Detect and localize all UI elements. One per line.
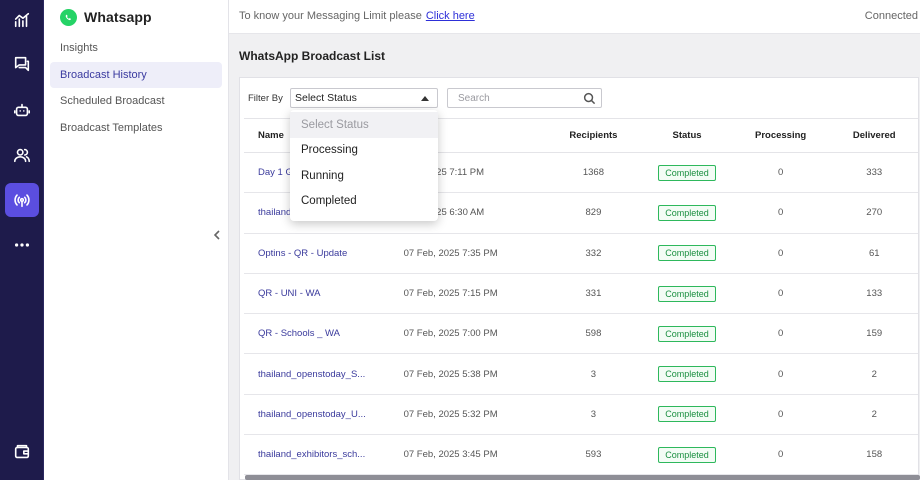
table-row[interactable]: QR - UNI - WA 07 Feb, 2025 7:15 PM 331 C… <box>244 273 918 315</box>
row-delivered: 133 <box>828 273 918 315</box>
top-notice-bar: To know your Messaging Limit please Click… <box>229 0 920 34</box>
row-processing: 0 <box>732 353 829 395</box>
connection-status: Connected <box>864 10 918 22</box>
table-row[interactable]: thailand_openstoday_U... 07 Feb, 2025 5:… <box>244 394 918 436</box>
row-date: 07 Feb, 2025 5:38 PM <box>389 353 546 395</box>
bot-icon[interactable] <box>5 93 39 127</box>
chat-icon[interactable] <box>5 47 39 81</box>
status-dropdown-menu: Select Status Processing Running Complet… <box>290 110 438 221</box>
whatsapp-logo-icon <box>60 8 77 26</box>
row-date: 07 Feb, 2025 7:35 PM <box>389 233 546 274</box>
row-date: 07 Feb, 2025 3:45 PM <box>389 434 546 476</box>
row-processing: 0 <box>732 192 829 234</box>
broadcast-list-card: Filter By Select Status Name Recipients <box>239 77 919 480</box>
status-badge: Completed <box>658 285 716 302</box>
row-name[interactable]: thailand_openstoday_U... <box>244 394 390 436</box>
wallet-icon[interactable] <box>5 435 39 469</box>
collapse-sidebar-button[interactable] <box>210 226 224 244</box>
table-row[interactable]: QR - Schools _ WA 07 Feb, 2025 7:00 PM 5… <box>244 313 918 355</box>
broadcast-table: Name Recipients Status Processing Delive… <box>244 118 918 476</box>
sidebar-item-insights[interactable]: Insights <box>60 42 98 54</box>
status-badge: Completed <box>658 204 716 221</box>
row-recipients: 3 <box>545 394 642 436</box>
row-recipients: 598 <box>545 313 642 355</box>
row-delivered: 2 <box>828 353 918 395</box>
main-content: WhatsApp Broadcast List Filter By Select… <box>229 34 920 480</box>
row-processing: 0 <box>732 152 829 194</box>
col-header-status[interactable]: Status <box>641 118 733 153</box>
search-input[interactable] <box>458 92 578 104</box>
row-recipients: 593 <box>545 434 642 476</box>
dropdown-option-processing[interactable]: Processing <box>301 144 358 157</box>
caret-up-icon <box>421 96 429 101</box>
row-name[interactable]: QR - Schools _ WA <box>244 313 390 355</box>
dropdown-option-completed[interactable]: Completed <box>301 195 357 208</box>
row-date: 07 Feb, 2025 5:32 PM <box>389 394 546 436</box>
row-name[interactable]: thailand_openstoday_S... <box>244 353 390 395</box>
notice-text: To know your Messaging Limit please <box>239 10 422 22</box>
row-delivered: 270 <box>828 192 918 234</box>
dropdown-option-select-status: Select Status <box>290 112 438 138</box>
row-delivered: 2 <box>828 394 918 436</box>
click-here-link[interactable]: Click here <box>425 10 475 22</box>
status-badge: Completed <box>658 325 716 342</box>
row-processing: 0 <box>732 313 829 355</box>
row-name[interactable]: Optins - QR - Update <box>244 233 390 274</box>
table-row[interactable]: thailand_exhibitors_sch... 07 Feb, 2025 … <box>244 434 918 476</box>
status-badge: Completed <box>658 245 716 262</box>
row-processing: 0 <box>732 434 829 476</box>
table-body: Day 1 G 2025 7:11 PM 1368 Completed 0 33… <box>244 152 918 476</box>
sidebar-item-broadcast-history[interactable]: Broadcast History <box>50 62 222 88</box>
sidebar: Whatsapp Insights Broadcast History Sche… <box>44 0 229 480</box>
row-recipients: 829 <box>545 192 642 234</box>
contacts-icon[interactable] <box>5 138 39 172</box>
icon-rail <box>0 0 44 480</box>
messaging-limit-notice: To know your Messaging Limit please Click… <box>239 10 475 22</box>
col-header-delivered[interactable]: Delivered <box>828 118 918 153</box>
analytics-icon[interactable] <box>5 3 39 37</box>
status-badge: Completed <box>658 366 716 383</box>
row-delivered: 158 <box>828 434 918 476</box>
sidebar-header: Whatsapp <box>60 8 152 26</box>
row-name[interactable]: QR - UNI - WA <box>244 273 390 315</box>
status-badge: Completed <box>658 446 716 463</box>
row-name[interactable]: thailand_exhibitors_sch... <box>244 434 390 476</box>
dropdown-option-running[interactable]: Running <box>301 169 344 182</box>
table-row[interactable]: Optins - QR - Update 07 Feb, 2025 7:35 P… <box>244 233 918 274</box>
sidebar-title: Whatsapp <box>84 9 152 25</box>
status-select-value: Select Status <box>295 92 357 104</box>
more-icon[interactable] <box>5 228 39 262</box>
filter-label: Filter By <box>248 93 283 104</box>
status-select[interactable]: Select Status <box>290 88 438 108</box>
row-date: 07 Feb, 2025 7:15 PM <box>389 273 546 315</box>
search-icon[interactable] <box>583 92 596 105</box>
row-date: 07 Feb, 2025 7:00 PM <box>389 313 546 355</box>
row-processing: 0 <box>732 394 829 436</box>
row-delivered: 333 <box>828 152 918 194</box>
row-delivered: 61 <box>828 233 918 274</box>
row-recipients: 332 <box>545 233 642 274</box>
page-title: WhatsApp Broadcast List <box>239 49 386 63</box>
table-row[interactable]: thailand_openstoday_S... 07 Feb, 2025 5:… <box>244 353 918 395</box>
row-recipients: 3 <box>545 353 642 395</box>
col-header-processing[interactable]: Processing <box>732 118 829 153</box>
status-badge: Completed <box>658 164 716 181</box>
sidebar-item-scheduled-broadcast[interactable]: Scheduled Broadcast <box>60 95 165 107</box>
sidebar-item-broadcast-templates[interactable]: Broadcast Templates <box>60 122 163 134</box>
row-delivered: 159 <box>828 313 918 355</box>
row-recipients: 331 <box>545 273 642 315</box>
row-recipients: 1368 <box>545 152 642 194</box>
row-processing: 0 <box>732 233 829 274</box>
search-box[interactable] <box>447 88 602 108</box>
filter-row: Filter By Select Status <box>240 78 918 118</box>
broadcast-icon[interactable] <box>5 183 39 217</box>
chevron-left-icon <box>213 230 220 240</box>
status-badge: Completed <box>658 406 716 423</box>
horizontal-scrollbar[interactable] <box>245 475 920 480</box>
row-processing: 0 <box>732 273 829 315</box>
col-header-recipients[interactable]: Recipients <box>545 118 642 153</box>
